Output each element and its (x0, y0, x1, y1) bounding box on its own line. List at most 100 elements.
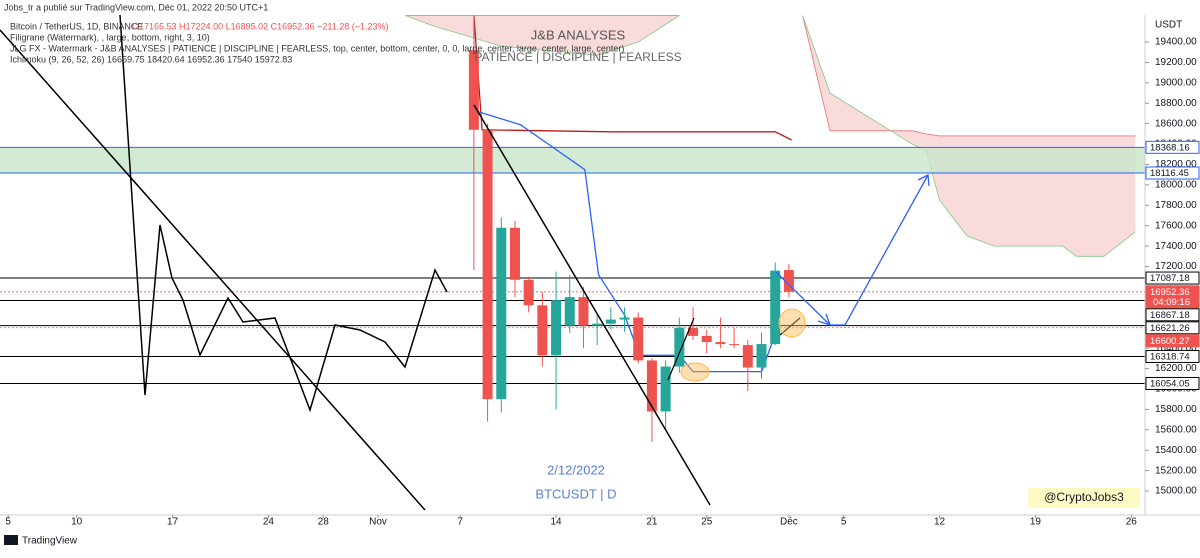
x-tick-label: Nov (369, 517, 387, 528)
candle-body (592, 323, 603, 326)
price-labels: 18368.16 18116.45 17087.18 16952.3604:09:16… (1145, 140, 1200, 390)
candle-body (537, 305, 548, 356)
y-tick-label: 18200.00 (1155, 159, 1197, 170)
logo (4, 535, 18, 545)
trend-line (667, 317, 695, 381)
watermark-subtitle: PATIENCE | DISCIPLINE | FEARLESS (474, 50, 681, 64)
cloud-upper (802, 15, 1136, 137)
price-label: 16621.26 (1150, 323, 1190, 334)
candle-body (646, 360, 657, 412)
y-tick-label: 15400.00 (1155, 445, 1197, 456)
indicator-line (473, 109, 778, 373)
price-label-box (1145, 376, 1200, 390)
candle-body (564, 297, 575, 326)
candle-body (496, 227, 507, 400)
watermark-title: J&B ANALYSES (531, 27, 626, 42)
candle-body (729, 344, 740, 346)
cloud-lower (802, 15, 1136, 257)
indicator: JLG FX - Watermark - J&B ANALYSES | PATI… (10, 43, 624, 53)
trend-line (0, 29, 426, 511)
candle-body (742, 345, 753, 368)
x-tick-label: 12 (934, 517, 946, 528)
candle-body (674, 327, 685, 367)
arrow-head (917, 173, 930, 187)
watermark-pair: BTCUSDT | D (535, 486, 616, 501)
price-label: 18116.45 (1150, 168, 1189, 179)
y-tick-label: 17400.00 (1155, 241, 1197, 252)
candle-body (688, 327, 699, 336)
candle-body (482, 129, 493, 400)
x-tick-label: 7 (457, 517, 463, 528)
symbol: Bitcoin / TetherUS, 1D, BINANCE (10, 21, 143, 31)
x-tick-label: 5 (841, 517, 847, 528)
price-label: 16867.18 (1150, 310, 1190, 321)
x-tick-label: 17 (167, 517, 179, 528)
candle-body (523, 279, 534, 306)
indicator: Filigrane (Watermark), , large, bottom, … (10, 32, 210, 42)
price-label: 17087.18 (1150, 273, 1190, 284)
price-label: 16600.27 (1150, 336, 1190, 347)
price-label: 16318.74 (1150, 351, 1190, 362)
x-tick-label: 25 (701, 517, 713, 528)
y-tick-label: 16200.00 (1155, 363, 1197, 374)
y-tick-label: 17600.00 (1155, 220, 1197, 231)
drawings (0, 15, 930, 511)
handle-box (1028, 488, 1140, 508)
x-tick-label: Déc (780, 517, 798, 528)
y-tick-label: 17800.00 (1155, 200, 1197, 211)
price-label-box (1145, 271, 1200, 285)
y-tick-label: 18800.00 (1155, 98, 1197, 109)
x-tick-label: 21 (646, 517, 658, 528)
watermark-date: 2/12/2022 (547, 462, 605, 477)
price-label-box (1145, 334, 1200, 348)
indicator-line (473, 15, 792, 141)
x-tick-label: 26 (1126, 517, 1138, 528)
zone (0, 147, 1145, 174)
y-tick-label: 15200.00 (1155, 465, 1197, 476)
x-tick-label: 24 (263, 517, 275, 528)
publisher: Jobs_tr a publié sur TradingView.com, Dé… (4, 2, 268, 12)
y-tick-label: 18600.00 (1155, 118, 1197, 129)
trend-line (473, 104, 711, 506)
price-label-box (1145, 166, 1200, 180)
y-tick-label: 16400.00 (1155, 343, 1197, 354)
price-label-box (1145, 349, 1200, 363)
handle: @CryptoJobs3 (1044, 490, 1124, 504)
plot-area (0, 15, 1145, 443)
price-label-box (1145, 285, 1200, 309)
candle-body (770, 270, 781, 345)
price-label: 16952.36 (1150, 287, 1190, 298)
x-tick-label: 10 (71, 517, 83, 528)
candle-body (605, 319, 616, 324)
brand: TradingView (22, 536, 78, 547)
y-tick-label: 19400.00 (1155, 37, 1197, 48)
y-unit: USDT (1155, 20, 1182, 31)
y-tick-label: 15800.00 (1155, 404, 1197, 415)
candle-body (756, 344, 767, 368)
candle-body (783, 270, 794, 292)
price-label-box (1145, 321, 1200, 335)
x-tick-label: 28 (318, 517, 330, 528)
candle-body (551, 300, 562, 356)
candle-body (633, 317, 644, 361)
projection-arrow (775, 174, 929, 326)
x-tick-label: 14 (551, 517, 563, 528)
y-tick-label: 18000.00 (1155, 180, 1197, 191)
price-label: 16054.05 (1150, 378, 1190, 389)
candle-body (660, 366, 671, 412)
highlight (778, 308, 806, 338)
ohlc: O17165.53 H17224.00 L16895.02 C16952.36 … (132, 21, 389, 31)
cloud-lower (405, 15, 680, 56)
price-label: 18368.16 (1150, 142, 1190, 153)
candle-body (468, 50, 479, 130)
candle-body (715, 342, 726, 345)
price-label-box (1145, 308, 1200, 322)
y-tick-label: 15000.00 (1155, 486, 1197, 497)
highlight (680, 362, 710, 382)
x-tick-label: 19 (1030, 517, 1042, 528)
pattern-line (119, 15, 448, 413)
candle-body (619, 317, 630, 320)
countdown: 04:09:16 (1153, 297, 1190, 308)
price-label-box (1145, 140, 1200, 154)
